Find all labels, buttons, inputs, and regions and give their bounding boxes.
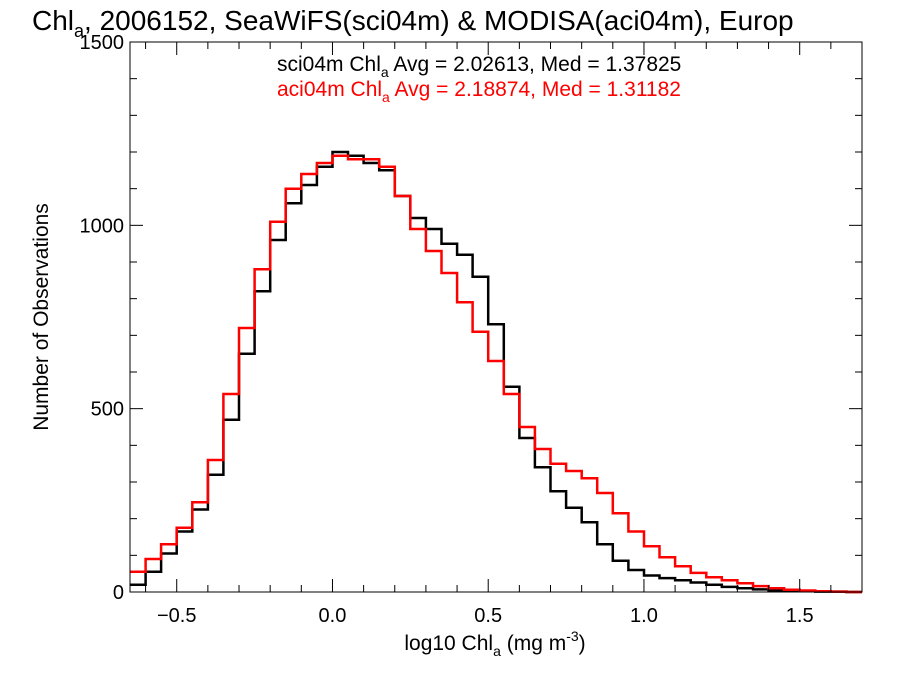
x-axis-label: log10 Chla (mg m-3) — [404, 628, 585, 659]
plot-frame — [129, 41, 863, 593]
legend-sci04m-text: sci04m Chl — [277, 53, 381, 76]
y-tick-label: 1000 — [80, 215, 125, 237]
y-tick-label: 1500 — [80, 32, 125, 54]
title-main: Chl — [32, 5, 74, 36]
x-tick-label: 0.0 — [319, 605, 347, 627]
legend-aci04m-text: aci04m Chl — [277, 78, 382, 101]
x-label-units: (mg m — [501, 632, 566, 655]
title-subscript: a — [74, 21, 85, 41]
x-tick-label: 1.0 — [630, 605, 658, 627]
series-aci04m-line — [130, 154, 862, 594]
legend-sci04m-subscript: a — [381, 64, 389, 80]
x-label-superscript: -3 — [566, 628, 579, 644]
legend-entry-aci04m: aci04m Chla Avg = 2.18874, Med = 1.31182 — [277, 78, 681, 105]
x-tick-label: 0.5 — [474, 605, 502, 627]
x-tick-label: 1.5 — [786, 605, 814, 627]
legend-sci04m-stats: Avg = 2.02613, Med = 1.37825 — [389, 53, 682, 76]
legend-entry-sci04m: sci04m Chla Avg = 2.02613, Med = 1.37825 — [277, 53, 681, 80]
title-rest: , 2006152, SeaWiFS(sci04m) & MODISA(aci0… — [84, 5, 794, 36]
x-label-subscript: a — [493, 643, 501, 659]
series-sci04m-line — [130, 150, 862, 594]
y-tick-label: 0 — [113, 582, 124, 604]
x-tick-label: −0.5 — [157, 605, 196, 627]
x-label-close: ) — [579, 632, 586, 655]
chart-title: Chla, 2006152, SeaWiFS(sci04m) & MODISA(… — [32, 5, 794, 41]
y-axis-label: Number of Observations — [30, 203, 53, 431]
x-label-main: log10 Chl — [404, 632, 493, 655]
legend-aci04m-stats: Avg = 2.18874, Med = 1.31182 — [390, 78, 681, 101]
y-tick-label: 500 — [91, 399, 124, 421]
plot-area: −0.5 0.0 0.5 1.0 1.5 0 500 1000 1500 — [80, 32, 863, 627]
legend-aci04m-subscript: a — [382, 89, 390, 105]
